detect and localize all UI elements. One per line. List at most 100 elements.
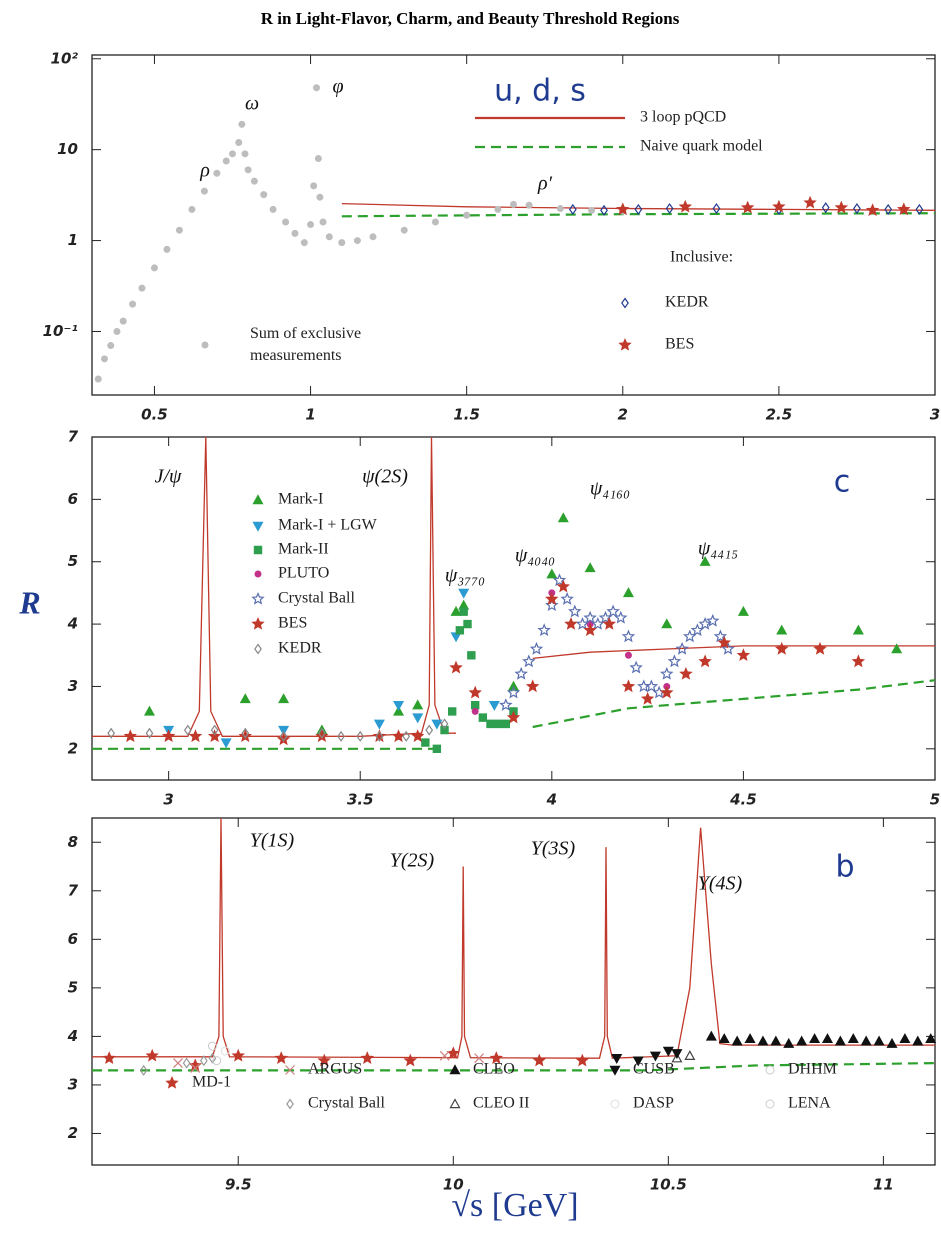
data-point — [564, 617, 578, 630]
data-point — [494, 205, 502, 213]
data-point — [400, 226, 408, 234]
x-tick-label: 2.5 — [766, 406, 793, 424]
legend-label: 3 loop pQCD — [640, 109, 726, 126]
data-point — [188, 205, 196, 213]
data-point — [912, 1035, 924, 1046]
data-point — [667, 654, 682, 668]
data-point — [316, 193, 324, 201]
data-point — [183, 724, 192, 736]
data-point — [213, 169, 221, 177]
data-point — [300, 239, 308, 247]
data-point — [813, 641, 827, 655]
annotation: b — [835, 850, 854, 885]
legend-label: Sum of exclusive measurements — [250, 325, 362, 364]
legend-label: BES — [665, 336, 694, 353]
y-tick-label: 6 — [68, 490, 78, 508]
data-point — [402, 730, 411, 742]
data-point — [575, 1053, 589, 1067]
data-point — [250, 177, 258, 185]
data-point — [450, 605, 462, 616]
legend-label: CUSB — [633, 1061, 675, 1078]
data-point — [873, 1035, 885, 1046]
data-point — [783, 1037, 795, 1048]
y-tick-label: 3 — [68, 1075, 78, 1093]
y-tick-label: 10 — [57, 140, 78, 158]
data-point — [319, 218, 327, 226]
data-point — [621, 679, 636, 693]
data-point — [200, 187, 208, 195]
data-point — [659, 666, 674, 680]
data-point — [552, 573, 567, 587]
data-point — [463, 211, 471, 219]
legend-swatch — [252, 494, 264, 505]
data-point — [145, 1048, 159, 1062]
data-point — [463, 619, 472, 629]
y-tick-label: 3 — [68, 677, 78, 695]
data-point — [712, 203, 721, 215]
data-point — [897, 202, 911, 216]
y-tick-label: 1 — [68, 231, 78, 249]
x-tick-label: 10.5 — [650, 1176, 687, 1194]
annotation: Υ(1S) — [250, 830, 295, 852]
legend-label: MD-1 — [192, 1074, 231, 1091]
data-point — [307, 221, 315, 229]
data-point — [123, 729, 137, 743]
data-point — [522, 654, 536, 668]
data-point — [421, 738, 430, 747]
y-tick-label: 10⁻¹ — [43, 322, 78, 340]
data-point — [614, 610, 628, 624]
data-point — [568, 203, 577, 215]
legend-swatch — [449, 1098, 461, 1109]
data-point — [238, 729, 252, 743]
data-point — [278, 693, 290, 704]
data-point — [525, 201, 533, 209]
data-point — [208, 1052, 217, 1064]
annotation: ρ — [199, 160, 210, 182]
data-point — [113, 327, 121, 335]
data-point — [796, 1035, 808, 1046]
data-point — [260, 191, 268, 199]
data-point — [439, 1050, 450, 1061]
data-point — [315, 729, 329, 743]
data-point — [393, 705, 405, 716]
data-point — [173, 1058, 183, 1069]
y-tick-label: 2 — [68, 739, 78, 757]
data-point — [145, 727, 154, 739]
data-point — [737, 605, 749, 616]
data-point — [705, 613, 720, 627]
annotation: Inclusive: — [670, 249, 733, 266]
data-point — [488, 700, 500, 711]
data-point — [432, 744, 442, 754]
data-point — [241, 727, 250, 739]
data-point — [291, 229, 299, 237]
annotation: ρ′ — [537, 173, 553, 195]
data-point — [684, 1050, 696, 1060]
data-point — [575, 617, 590, 630]
data-point — [499, 698, 513, 711]
annotation: Υ(3S) — [531, 838, 576, 860]
data-point — [678, 199, 692, 213]
data-point — [412, 713, 424, 724]
data-point — [851, 654, 866, 668]
data-point — [809, 1033, 821, 1044]
data-point — [459, 607, 468, 616]
x-tick-label: 3.5 — [347, 791, 374, 809]
data-point — [412, 699, 424, 710]
data-point — [199, 1055, 208, 1067]
data-point — [529, 641, 544, 655]
y-tick-label: 7 — [68, 428, 79, 446]
data-point — [545, 592, 559, 605]
annotation: ψ(2S) — [362, 466, 408, 488]
legend-label: DASP — [633, 1095, 674, 1112]
data-point — [821, 1033, 833, 1044]
data-point — [556, 205, 564, 213]
data-point — [584, 562, 596, 573]
annotation: J/ψ — [155, 466, 182, 488]
data-point — [847, 1033, 859, 1044]
data-point — [699, 555, 711, 566]
y-tick-label: 4 — [67, 615, 78, 633]
data-point — [150, 264, 158, 272]
data-point — [373, 719, 385, 730]
x-tick-label: 3 — [930, 406, 940, 424]
legend-swatch — [286, 1098, 294, 1110]
